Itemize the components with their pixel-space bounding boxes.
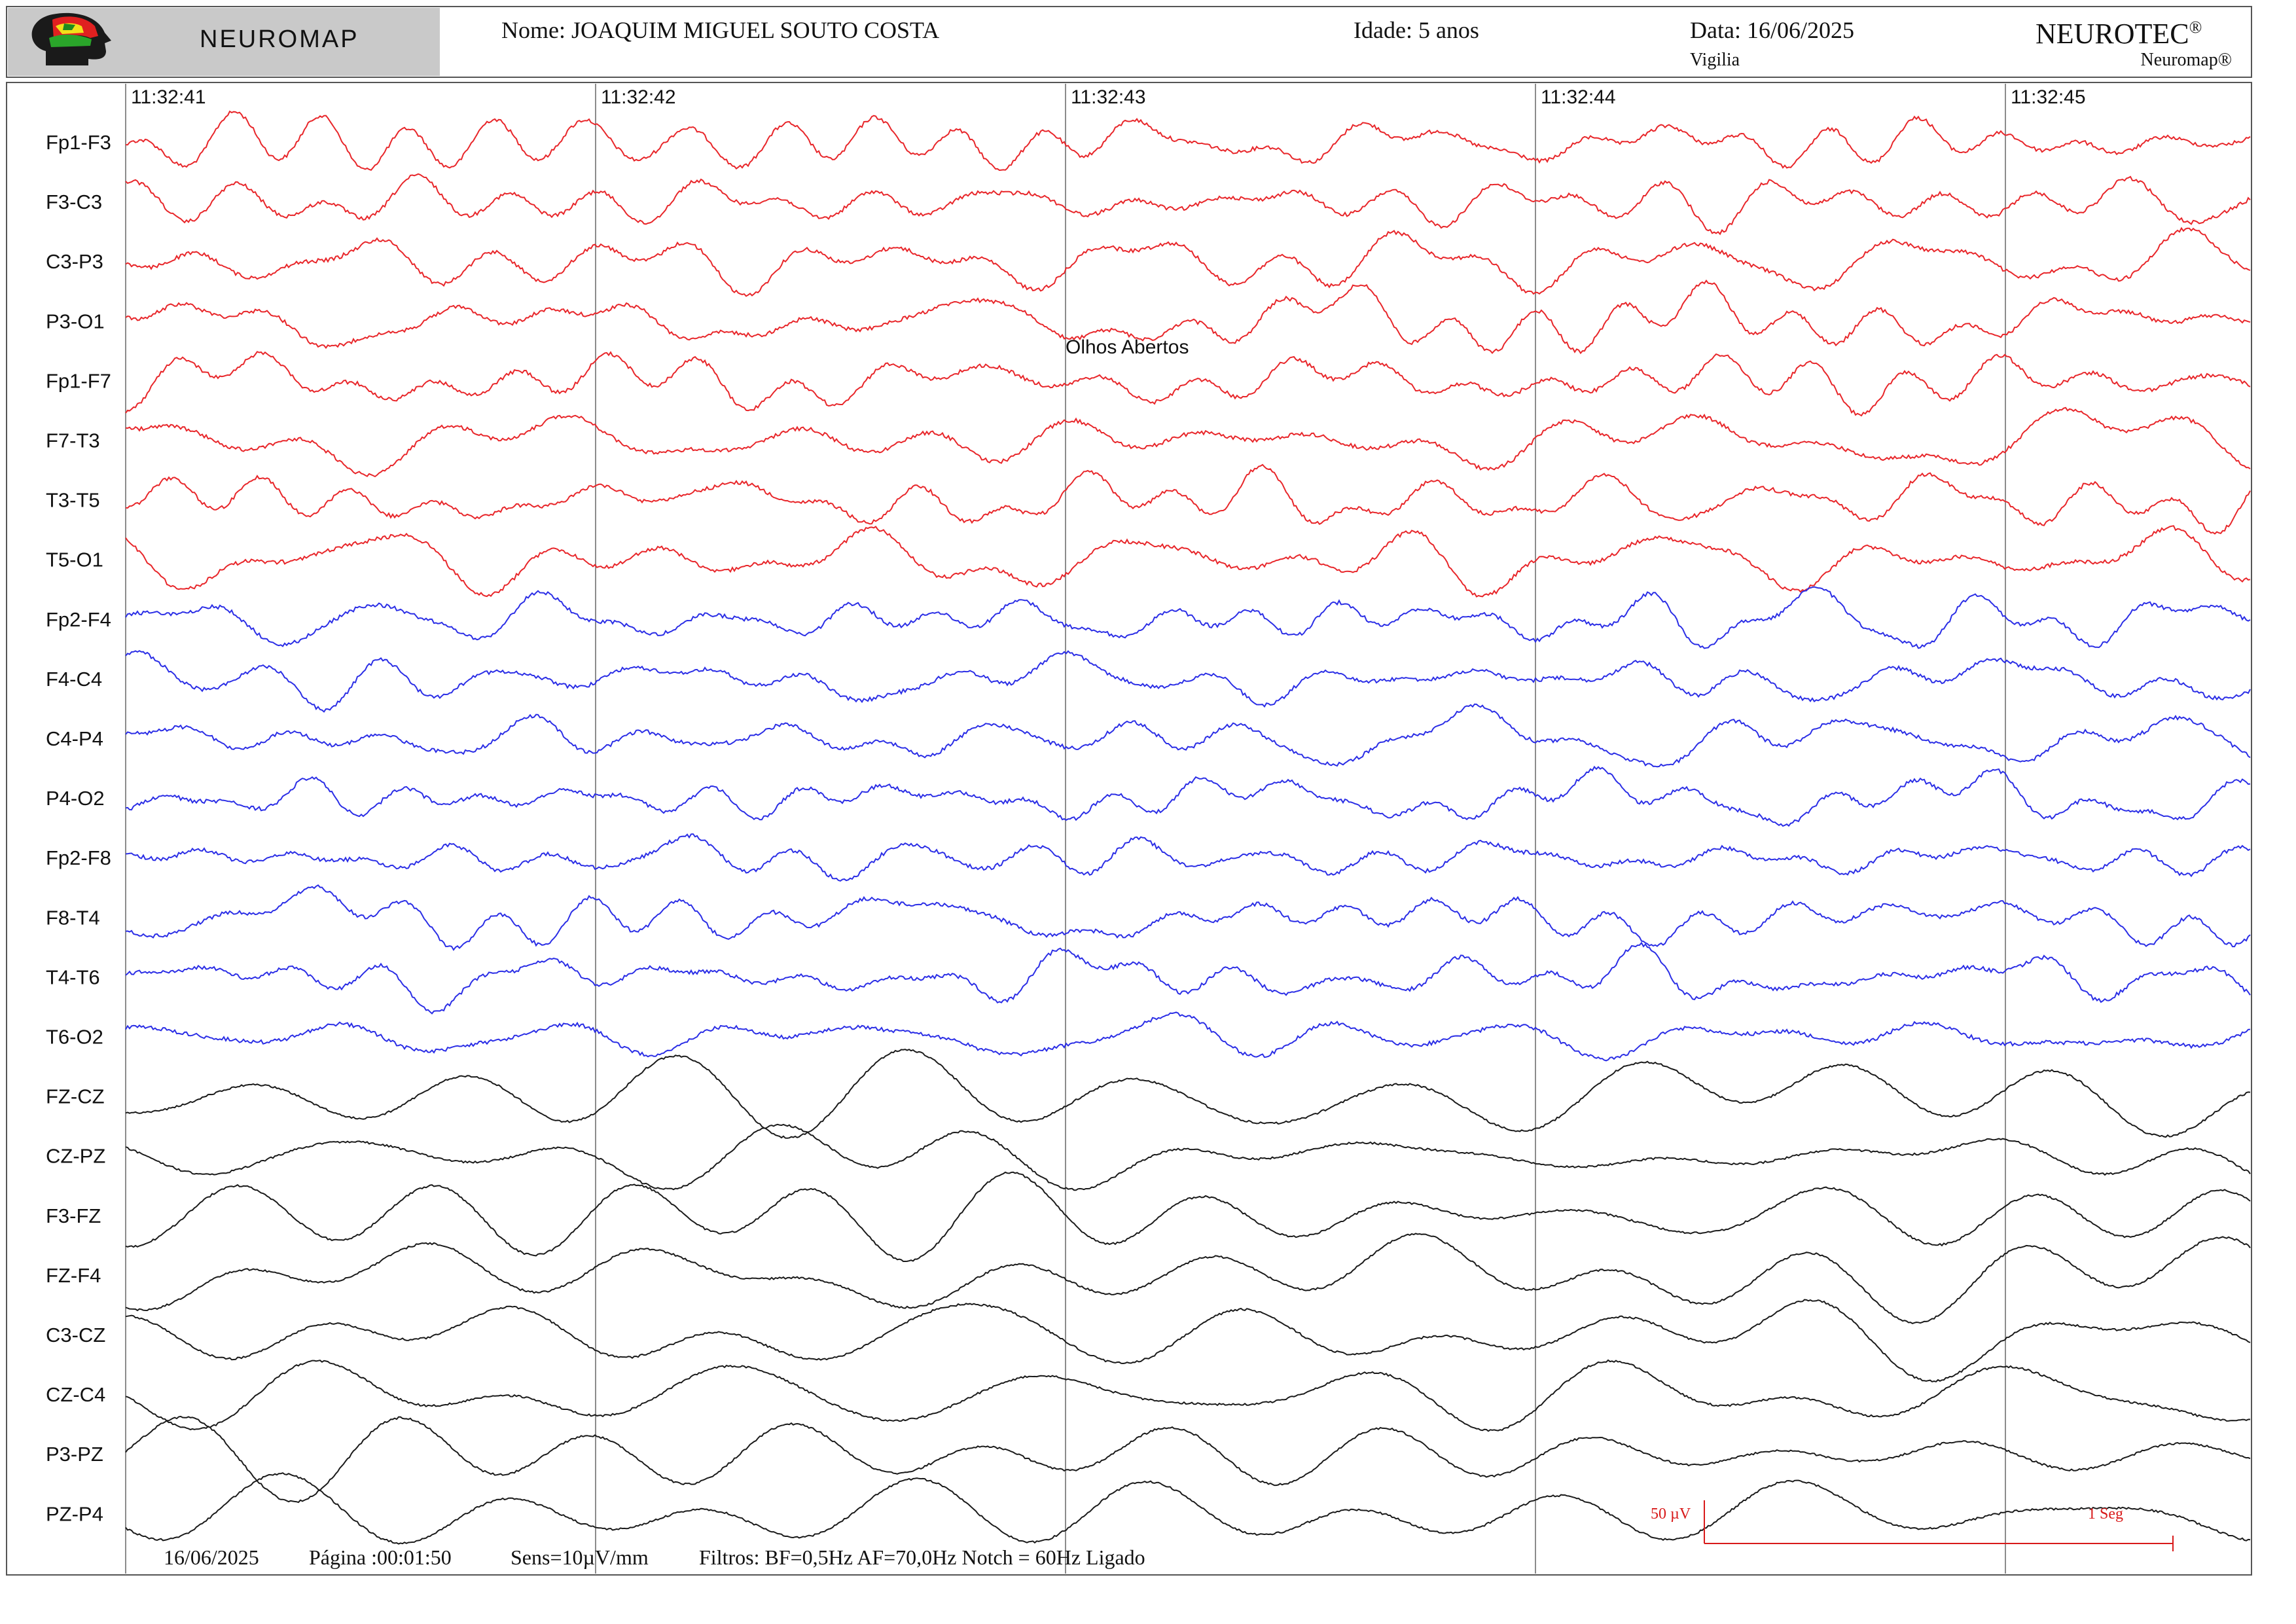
eeg-trace [125, 525, 2251, 598]
eeg-trace [125, 463, 2251, 535]
channel-label: F4-C4 [46, 668, 102, 691]
patient-name: Nome: JOAQUIM MIGUEL SOUTO COSTA [501, 17, 939, 43]
eeg-trace [125, 1415, 2251, 1504]
channel-label: CZ-PZ [46, 1145, 105, 1168]
channel-label: F3-FZ [46, 1204, 101, 1227]
channel-label: Fp1-F3 [46, 131, 111, 154]
eeg-trace [125, 1233, 2251, 1325]
eeg-trace [125, 406, 2251, 478]
eeg-trace [125, 351, 2251, 417]
channel-label: Fp2-F8 [46, 846, 111, 869]
trace-panel [6, 82, 2252, 1576]
footer-info: 16/06/2025 Página :00:01:50 Sens=10µV/mm… [164, 1545, 1145, 1569]
eeg-trace [125, 703, 2251, 768]
eeg-trace [125, 110, 2251, 171]
channel-labels: Fp1-F3 F3-C3 C3-P3 P3-O1 Fp1-F7 F7-T3 T3-T5 T5-… [46, 131, 111, 1525]
footer-filters: Filtros: BF=0,5Hz AF=70,0Hz Notch = 60Hz… [699, 1545, 1145, 1569]
channel-label: C4-P4 [46, 727, 103, 750]
channel-label: FZ-F4 [46, 1264, 101, 1287]
channel-label: C3-CZ [46, 1324, 105, 1346]
timestamp-label: 11:32:42 [601, 86, 676, 108]
logo-text: NEUROMAP [200, 26, 359, 53]
event-annotation: Olhos Abertos [1066, 336, 1189, 358]
eeg-trace [125, 650, 2251, 713]
channel-label: T5-O1 [46, 549, 103, 571]
channel-label: F8-T4 [46, 906, 100, 929]
patient-age: Idade: 5 anos [1354, 17, 1479, 43]
channel-label: CZ-C4 [46, 1383, 105, 1406]
channel-label: Fp2-F4 [46, 608, 111, 631]
timestamp-label: 11:32:43 [1071, 86, 1146, 108]
channel-label: P3-PZ [46, 1443, 103, 1466]
head-map-icon [31, 12, 111, 65]
channel-label: C3-P3 [46, 250, 103, 273]
eeg-trace [125, 884, 2251, 951]
eeg-trace [125, 1299, 2251, 1382]
eeg-trace [125, 279, 2251, 355]
channel-label: PZ-P4 [46, 1502, 103, 1525]
time-scale-label: 1 Seg [2088, 1506, 2123, 1523]
eeg-trace [125, 1171, 2251, 1262]
channel-label: F3-C3 [46, 190, 102, 213]
footer-sensitivity: Sens=10µV/mm [511, 1545, 649, 1569]
channel-label: F7-T3 [46, 429, 100, 452]
product-name: Neuromap® [2141, 50, 2232, 70]
eeg-traces [125, 110, 2251, 1545]
eeg-trace [125, 765, 2251, 827]
eeg-trace [125, 941, 2251, 1015]
channel-label: T6-O2 [46, 1026, 103, 1049]
patient-state: Vigilia [1690, 50, 1740, 70]
eeg-trace [125, 1359, 2251, 1432]
channel-label: Fp1-F7 [46, 369, 111, 392]
time-ruler: 11:32:41 11:32:42 11:32:43 11:32:44 11:32:45 [131, 86, 2086, 108]
eeg-trace [125, 586, 2251, 649]
eeg-trace [125, 173, 2251, 236]
header-bar: NEUROMAP Nome: JOAQUIM MIGUEL SOUTO COST… [6, 6, 2252, 78]
calibration-marker: 50 µV 1 Seg [1651, 1500, 2174, 1551]
eeg-trace [125, 833, 2251, 882]
channel-label: FZ-CZ [46, 1085, 105, 1108]
eeg-trace [125, 1049, 2251, 1139]
eeg-trace [125, 1123, 2251, 1191]
amplitude-scale-label: 50 µV [1651, 1506, 1691, 1523]
exam-date: Data: 16/06/2025 [1690, 17, 1854, 43]
time-grid [125, 84, 2006, 1574]
eeg-trace [125, 1472, 2251, 1545]
eeg-trace [125, 226, 2251, 297]
timestamp-label: 11:32:41 [131, 86, 206, 108]
channel-label: P4-O2 [46, 787, 105, 810]
brand-name: NEUROTEC® [2036, 18, 2202, 50]
channel-label: T3-T5 [46, 489, 100, 512]
channel-label: T4-T6 [46, 965, 100, 988]
timestamp-label: 11:32:45 [2011, 86, 2086, 108]
footer-page: Página :00:01:50 [309, 1545, 452, 1569]
timestamp-label: 11:32:44 [1541, 86, 1616, 108]
channel-label: P3-O1 [46, 310, 105, 333]
footer-date: 16/06/2025 [164, 1545, 259, 1569]
eeg-trace [125, 1011, 2251, 1062]
